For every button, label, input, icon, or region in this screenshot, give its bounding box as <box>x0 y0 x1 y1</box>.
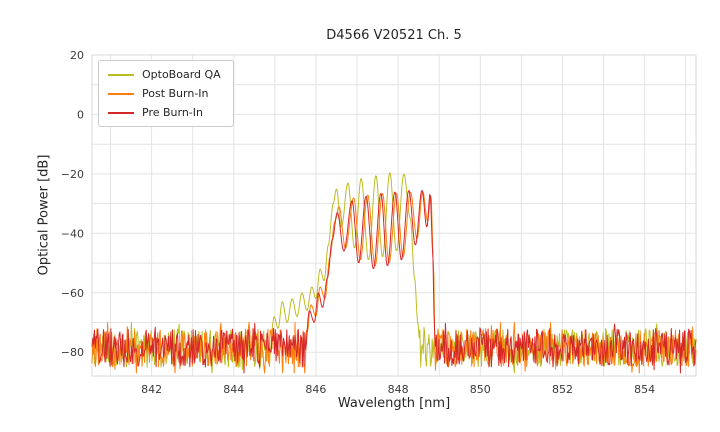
x-tick-label: 850 <box>470 383 491 396</box>
y-tick-label: −40 <box>61 227 84 240</box>
legend-label: Pre Burn-In <box>142 106 203 119</box>
gridlines <box>92 54 696 376</box>
line-swatch-icon <box>108 92 134 95</box>
y-tick-label: −80 <box>61 346 84 359</box>
y-tick-label: −20 <box>61 168 84 181</box>
y-tick-label: 20 <box>70 49 84 62</box>
y-tick-label: 0 <box>77 108 84 121</box>
line-swatch-icon <box>108 111 134 114</box>
y-tick-label: −60 <box>61 287 84 300</box>
legend-item-post-burn-in: Post Burn-In <box>108 87 221 100</box>
tick-labels: 842 844 846 848 850 852 854 20 0 −20 −40 −60 −80 <box>61 49 655 396</box>
x-tick-label: 852 <box>552 383 573 396</box>
legend-label: OptoBoard QA <box>142 68 221 81</box>
line-swatch-icon <box>108 73 134 76</box>
y-axis-label: Optical Power [dB] <box>36 154 52 276</box>
plot-border <box>91 54 697 377</box>
x-tick-label: 848 <box>388 383 409 396</box>
x-tick-label: 844 <box>223 383 244 396</box>
series-pre-burn-in <box>91 190 697 374</box>
legend-item-pre-burn-in: Pre Burn-In <box>108 106 221 119</box>
chart-title: D4566 V20521 Ch. 5 <box>326 28 462 43</box>
x-axis-label: Wavelength [nm] <box>337 396 451 411</box>
x-tick-label: 842 <box>141 383 162 396</box>
x-tick-label: 846 <box>305 383 326 396</box>
legend-label: Post Burn-In <box>142 87 209 100</box>
legend-item-optoboard-qa: OptoBoard QA <box>108 68 221 81</box>
legend: OptoBoard QA Post Burn-In Pre Burn-In <box>98 60 234 127</box>
x-tick-label: 854 <box>634 383 655 396</box>
